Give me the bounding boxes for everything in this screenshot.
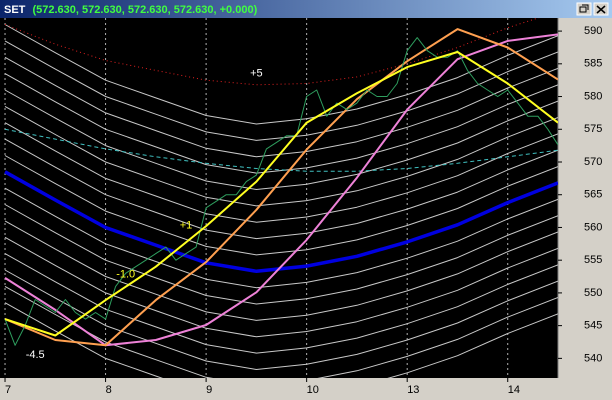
plot: +5 +1 -1.0 -4.5 [4,18,558,378]
close-icon [596,5,606,14]
series-line [4,18,540,86]
window-buttons[interactable] [576,2,609,16]
series-line [4,122,558,223]
series-line [4,40,558,141]
x-tick-label: 7 [5,384,11,396]
series-line [4,236,558,338]
x-tick-label: 9 [206,384,212,396]
series-line [4,170,558,274]
series-line [4,220,558,321]
series-line [4,285,558,378]
x-tick-label: 14 [508,384,520,396]
plot-area [0,18,558,378]
quote: (572.630, 572.630, 572.630, 572.630, +0.… [32,4,257,16]
series-line [4,128,558,172]
y-tick-label: 555 [584,254,602,266]
series-line [4,155,558,256]
series-line [4,37,558,346]
x-axis-panel [0,378,558,400]
y-tick-label: 560 [584,221,602,233]
series-line [4,187,558,289]
y-tick-label: 540 [584,352,602,364]
series-line [4,269,558,370]
series-line [4,204,558,305]
annotation: -4.5 [26,349,45,361]
restore-icon [579,4,589,13]
axes: 540 545 550 555 560 565 570 575 580 585 590 7 8 9 10 13… [4,25,602,396]
series-line [4,105,558,207]
series-line [4,51,558,337]
chart-title: SET (572.630, 572.630, 572.630, 572.630,… [4,4,258,16]
y-tick-label: 585 [584,58,602,70]
x-tick-label: 8 [106,384,112,396]
series-line [4,302,558,378]
x-tick-label: 13 [407,384,419,396]
series-line [4,138,558,240]
x-tick-label: 10 [307,384,319,396]
y-tick-label: 565 [584,189,602,201]
y-tick-label: 575 [584,123,602,135]
series-line [4,89,558,190]
annotation: +5 [250,68,263,80]
series-line [4,28,558,347]
series-line [4,24,558,125]
y-tick-label: 545 [584,320,602,332]
series-line [4,253,558,354]
y-tick-label: 580 [584,90,602,102]
series-line [4,73,558,174]
y-axis-panel [558,18,612,400]
title-bar [0,0,612,18]
y-tick-label: 570 [584,156,602,168]
annotation: -1.0 [116,268,135,280]
symbol: SET [4,4,26,16]
y-tick-label: 550 [584,287,602,299]
series-line [4,56,558,158]
y-tick-label: 590 [584,25,602,37]
annotation: +1 [180,219,193,231]
